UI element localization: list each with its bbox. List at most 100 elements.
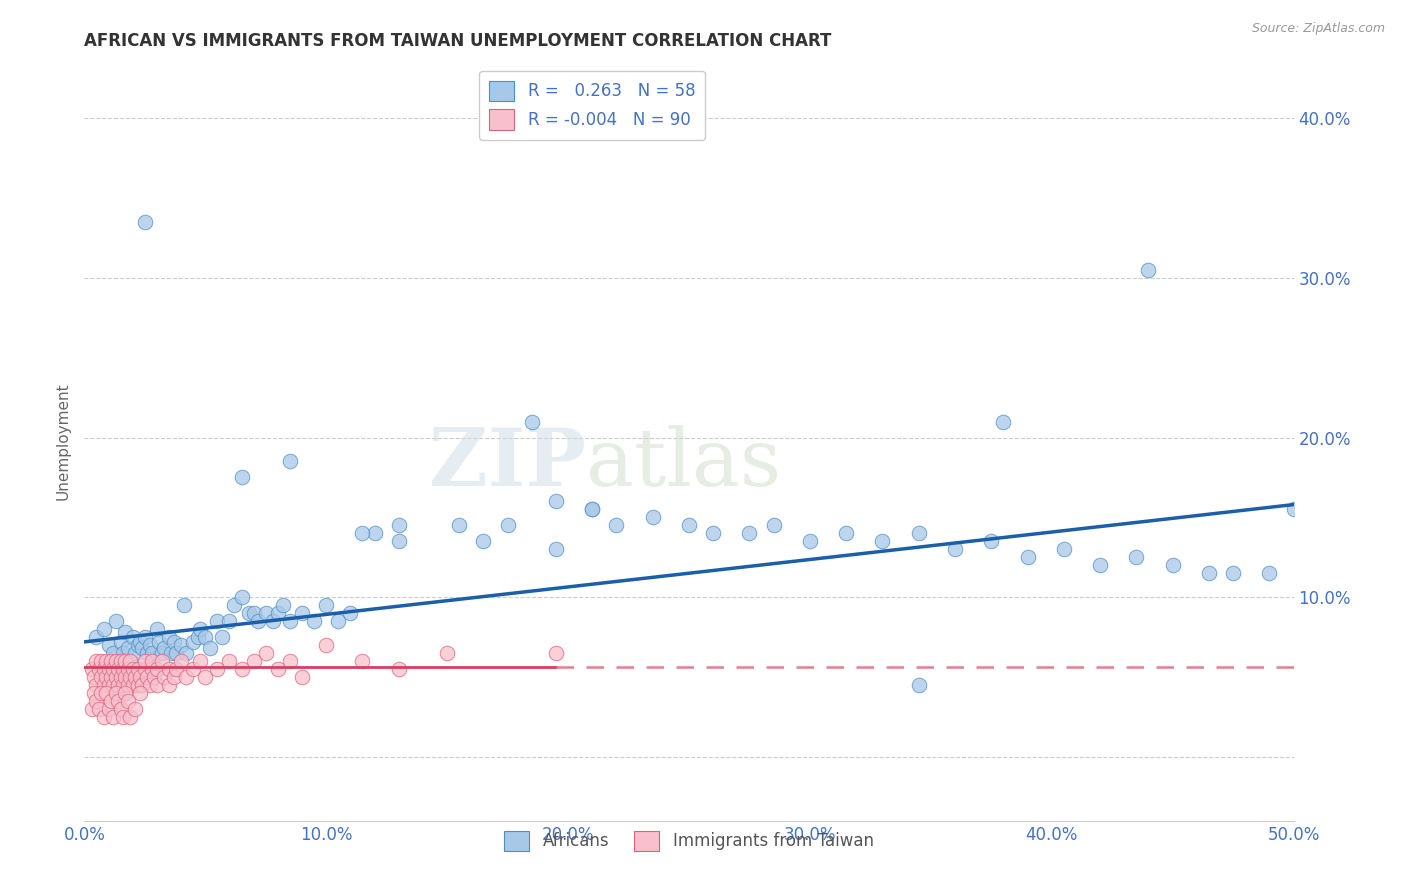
Point [520, 415, 543, 429]
Point [112, 646, 135, 660]
Point [117, 641, 139, 656]
Point [943, 542, 966, 557]
Point [678, 518, 700, 533]
Text: atlas: atlas [586, 425, 782, 503]
Point [120, 670, 142, 684]
Point [1017, 550, 1039, 565]
Point [90, 654, 112, 668]
Point [157, 630, 180, 644]
Point [207, 614, 229, 628]
Point [173, 598, 195, 612]
Point [94, 654, 117, 668]
Point [110, 670, 132, 684]
Point [190, 622, 212, 636]
Point [83, 686, 105, 700]
Point [1222, 566, 1244, 581]
Point [762, 518, 785, 533]
Point [174, 670, 197, 684]
Point [267, 662, 290, 676]
Point [100, 694, 122, 708]
Point [93, 678, 115, 692]
Point [104, 670, 127, 684]
Point [131, 641, 153, 656]
Point [87, 702, 110, 716]
Point [117, 662, 139, 676]
Point [157, 678, 180, 692]
Point [97, 638, 120, 652]
Point [114, 654, 136, 668]
Point [1125, 550, 1147, 565]
Point [103, 710, 125, 724]
Point [388, 518, 411, 533]
Point [436, 646, 458, 660]
Point [799, 534, 821, 549]
Point [181, 635, 204, 649]
Point [153, 641, 176, 656]
Point [980, 534, 1002, 549]
Point [94, 670, 117, 684]
Point [328, 614, 350, 628]
Point [1258, 566, 1281, 581]
Point [114, 625, 136, 640]
Point [278, 654, 301, 668]
Point [141, 654, 163, 668]
Point [1053, 542, 1076, 557]
Point [103, 678, 125, 692]
Point [80, 702, 103, 716]
Point [544, 542, 567, 557]
Point [87, 662, 110, 676]
Point [146, 662, 169, 676]
Text: Source: ZipAtlas.com: Source: ZipAtlas.com [1251, 22, 1385, 36]
Point [738, 526, 761, 541]
Point [146, 678, 169, 692]
Point [278, 454, 301, 468]
Point [702, 526, 724, 541]
Point [97, 702, 120, 716]
Point [148, 635, 170, 649]
Point [110, 635, 132, 649]
Point [231, 590, 253, 604]
Point [93, 662, 115, 676]
Point [641, 510, 664, 524]
Point [339, 606, 361, 620]
Point [93, 710, 115, 724]
Point [907, 526, 929, 541]
Point [496, 518, 519, 533]
Point [165, 662, 187, 676]
Point [242, 654, 264, 668]
Point [127, 638, 149, 652]
Point [449, 518, 471, 533]
Point [581, 502, 603, 516]
Point [207, 662, 229, 676]
Point [141, 646, 163, 660]
Point [107, 678, 129, 692]
Point [472, 534, 495, 549]
Point [1088, 558, 1111, 573]
Point [231, 470, 253, 484]
Point [110, 702, 132, 716]
Point [100, 654, 122, 668]
Point [388, 662, 411, 676]
Point [224, 598, 246, 612]
Point [146, 622, 169, 636]
Point [267, 606, 290, 620]
Text: AFRICAN VS IMMIGRANTS FROM TAIWAN UNEMPLOYMENT CORRELATION CHART: AFRICAN VS IMMIGRANTS FROM TAIWAN UNEMPL… [84, 32, 832, 50]
Point [121, 630, 143, 644]
Point [315, 638, 337, 652]
Point [86, 630, 108, 644]
Point [291, 606, 314, 620]
Point [141, 662, 163, 676]
Point [86, 678, 108, 692]
Point [872, 534, 894, 549]
Point [163, 670, 186, 684]
Point [124, 646, 146, 660]
Point [100, 670, 122, 684]
Point [80, 662, 103, 676]
Point [388, 534, 411, 549]
Point [363, 526, 385, 541]
Legend: Africans, Immigrants from Taiwan: Africans, Immigrants from Taiwan [498, 824, 880, 858]
Point [93, 622, 115, 636]
Point [107, 662, 129, 676]
Point [136, 646, 159, 660]
Point [291, 670, 314, 684]
